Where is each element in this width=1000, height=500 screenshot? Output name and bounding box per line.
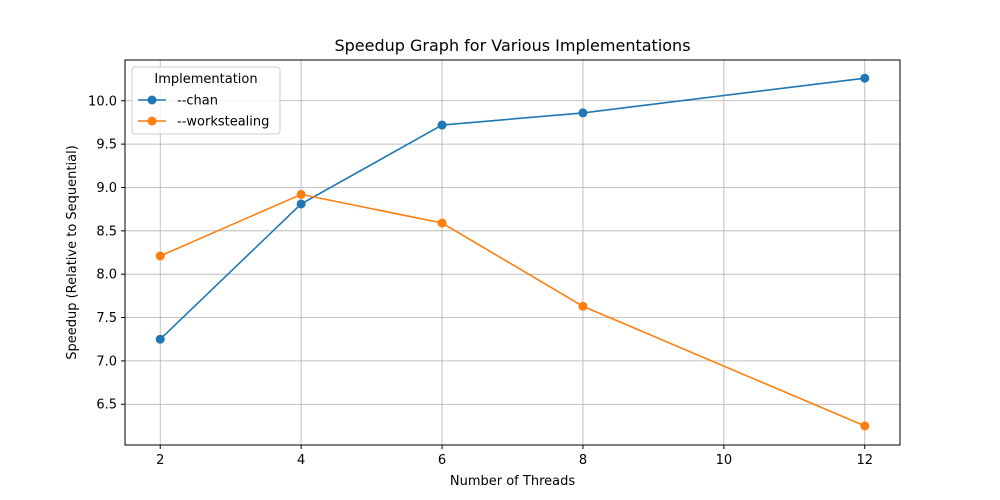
legend-marker xyxy=(147,95,157,105)
data-point xyxy=(155,334,165,344)
legend-entry-label: --workstealing xyxy=(177,115,269,130)
series-workstealing xyxy=(155,189,870,431)
legend-entry-label: --chan xyxy=(177,94,218,109)
legend-title: Implementation xyxy=(154,72,257,87)
y-axis-label: Speedup (Relative to Sequential) xyxy=(65,145,80,360)
data-point xyxy=(296,199,306,209)
y-tick-label: 7.5 xyxy=(96,311,117,326)
legend-entries: --chan --workstealing xyxy=(138,94,269,130)
data-point xyxy=(578,301,588,311)
y-tick-label: 7.0 xyxy=(96,354,117,369)
y-tick-label: 9.5 xyxy=(96,138,117,153)
y-tick-label: 8.0 xyxy=(96,268,117,283)
legend-marker xyxy=(147,116,157,126)
plot-frame xyxy=(124,59,901,446)
tick-marks xyxy=(121,100,866,449)
data-point xyxy=(860,421,870,431)
x-axis-label: Number of Threads xyxy=(450,474,575,489)
data-point xyxy=(437,218,447,228)
data-series xyxy=(155,73,870,431)
chart-title: Speedup Graph for Various Implementation… xyxy=(334,36,690,55)
x-tick-label: 8 xyxy=(579,453,587,468)
data-point xyxy=(860,73,870,83)
legend: Implementation --chan --workstealing xyxy=(131,66,281,135)
data-point xyxy=(296,189,306,199)
x-tick-label: 4 xyxy=(297,453,305,468)
x-tick-label: 12 xyxy=(856,453,873,468)
x-tick-label: 6 xyxy=(438,453,446,468)
series-chan xyxy=(155,73,870,344)
legend-box xyxy=(131,66,281,135)
data-point xyxy=(578,108,588,118)
y-tick-label: 8.5 xyxy=(96,224,117,239)
data-point xyxy=(437,120,447,130)
data-point xyxy=(155,251,165,261)
x-tick-label: 10 xyxy=(716,453,733,468)
y-tick-label: 10.0 xyxy=(88,94,117,109)
y-tick-label: 9.0 xyxy=(96,181,117,196)
x-tick-label: 2 xyxy=(156,453,164,468)
y-tick-label: 6.5 xyxy=(96,398,117,413)
